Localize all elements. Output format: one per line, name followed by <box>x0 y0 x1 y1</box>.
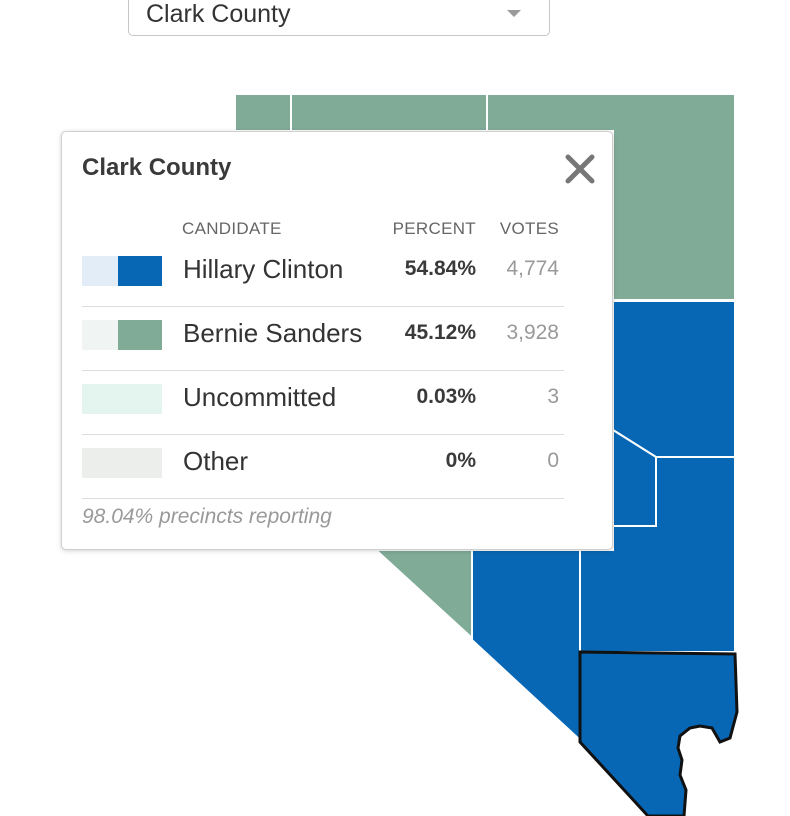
county-esmeralda[interactable] <box>373 549 473 641</box>
county-humboldt[interactable] <box>234 93 292 132</box>
candidate-votes: 0 <box>547 449 559 472</box>
result-row: Other 0% 0 <box>82 434 564 499</box>
candidate-votes: 3,928 <box>506 321 559 344</box>
county-results-popup: Clark County CANDIDATE PERCENT VOTES Hil… <box>61 131 613 550</box>
chevron-down-icon <box>507 10 521 17</box>
popup-title: Clark County <box>82 154 232 181</box>
swatch-light <box>82 384 118 414</box>
candidate-name: Bernie Sanders <box>183 318 363 348</box>
county-select[interactable]: Clark County <box>128 0 550 36</box>
swatch-light <box>82 320 118 350</box>
result-row: Uncommitted 0.03% 3 <box>82 370 564 435</box>
result-row: Bernie Sanders 45.12% 3,928 <box>82 306 564 371</box>
candidate-name: Hillary Clinton <box>183 254 344 284</box>
county-clark[interactable] <box>578 650 739 816</box>
candidate-name: Other <box>183 446 249 476</box>
county-white-pine[interactable] <box>612 300 736 458</box>
swatch-light <box>82 256 118 286</box>
county-select-value: Clark County <box>146 0 291 28</box>
county-nye[interactable] <box>471 549 581 743</box>
county-elko-west[interactable] <box>290 93 488 132</box>
swatch-light <box>82 448 118 478</box>
candidate-swatch <box>82 448 162 478</box>
result-row: Hillary Clinton 54.84% 4,774 <box>82 242 564 307</box>
candidate-swatch <box>82 384 162 414</box>
header-votes: VOTES <box>499 219 559 238</box>
candidate-percent: 0% <box>445 449 476 472</box>
swatch-dark <box>118 384 162 414</box>
candidate-votes: 4,774 <box>506 257 559 280</box>
precincts-reporting: 98.04% precincts reporting <box>82 505 332 528</box>
candidate-percent: 0.03% <box>416 385 476 408</box>
header-candidate: CANDIDATE <box>182 219 282 238</box>
candidate-name: Uncommitted <box>183 382 337 412</box>
candidate-votes: 3 <box>547 385 559 408</box>
swatch-dark <box>118 448 162 478</box>
close-icon[interactable] <box>564 153 596 185</box>
candidate-percent: 54.84% <box>404 257 476 280</box>
swatch-dark <box>118 320 162 350</box>
candidate-swatch <box>82 320 162 350</box>
candidate-percent: 45.12% <box>404 321 476 344</box>
header-percent: PERCENT <box>392 219 476 238</box>
swatch-dark <box>118 256 162 286</box>
candidate-swatch <box>82 256 162 286</box>
